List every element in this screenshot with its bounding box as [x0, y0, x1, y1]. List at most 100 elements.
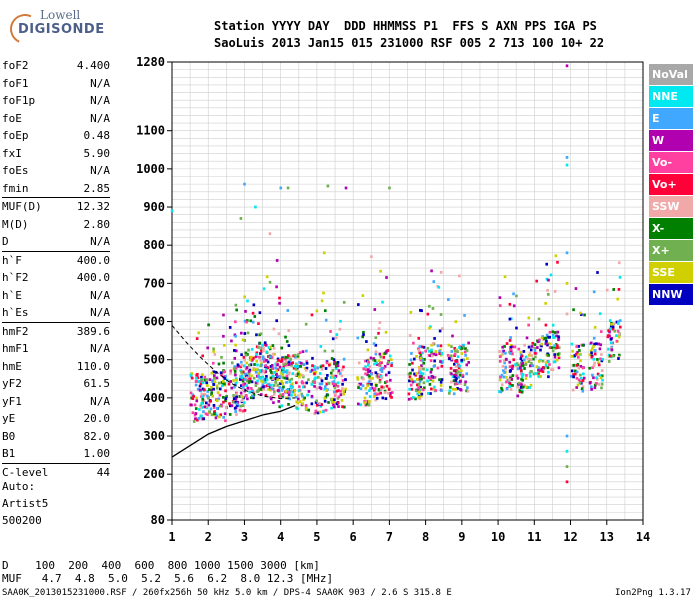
- echo-point: [336, 364, 340, 368]
- echo-point: [449, 385, 452, 389]
- echo-point: [427, 349, 431, 353]
- echo-point: [223, 382, 226, 386]
- echo-point: [436, 366, 440, 370]
- echo-point: [357, 361, 361, 365]
- echo-point: [385, 384, 389, 388]
- echo-point: [578, 349, 581, 352]
- echo-point: [245, 384, 248, 387]
- echo-point: [412, 341, 415, 345]
- legend-item: SSW: [649, 196, 693, 217]
- echo-point: [592, 357, 596, 361]
- echo-point: [616, 329, 620, 333]
- echo-point: [615, 320, 619, 324]
- legend: NoVal NNE E W Vo- Vo+ SSW X- X+ SSE NNW: [649, 64, 693, 306]
- echo-point: [388, 354, 392, 358]
- echo-point: [235, 395, 238, 399]
- echo-point: [519, 357, 523, 361]
- echo-point: [598, 347, 602, 351]
- echo-point: [383, 391, 387, 394]
- echo-point: [527, 360, 531, 363]
- echo-point: [294, 367, 298, 371]
- echo-point: [594, 383, 597, 387]
- echo-point-sparse: [428, 304, 431, 308]
- echo-point: [201, 354, 205, 358]
- echo-point: [282, 370, 285, 374]
- echo-point: [429, 359, 433, 363]
- echo-point: [508, 378, 511, 382]
- echo-point: [408, 363, 411, 366]
- echo-point-sparse: [239, 217, 243, 220]
- echo-point: [224, 406, 228, 410]
- echo-point: [258, 355, 261, 359]
- param-label: fxI: [2, 146, 22, 160]
- echo-point: [332, 384, 336, 387]
- param-row: C-level 44: [2, 464, 110, 482]
- logo-bottom-text: DIGISONDE: [18, 22, 105, 37]
- echo-point: [519, 350, 523, 354]
- echo-point: [275, 285, 278, 289]
- echo-point: [359, 403, 362, 407]
- echo-point: [579, 376, 583, 380]
- echo-point: [257, 371, 261, 375]
- echo-point: [264, 380, 267, 384]
- echo-point: [578, 381, 582, 385]
- echo-point: [556, 260, 559, 264]
- echo-point: [282, 367, 285, 370]
- echo-point: [374, 352, 378, 356]
- echo-point: [520, 390, 524, 394]
- x-tick-label: 6: [350, 530, 357, 544]
- echo-point: [366, 384, 370, 388]
- echo-point: [601, 378, 604, 382]
- echo-point: [618, 275, 622, 279]
- echo-point: [330, 406, 333, 410]
- echo-point: [551, 333, 555, 337]
- echo-point: [258, 341, 262, 345]
- echo-point: [377, 327, 381, 331]
- echo-point: [503, 371, 506, 374]
- echo-point: [257, 387, 261, 391]
- echo-point: [505, 342, 509, 345]
- param-label: B0: [2, 429, 16, 443]
- echo-point: [501, 345, 504, 349]
- echo-point: [356, 402, 360, 406]
- echo-point: [333, 376, 337, 380]
- echo-point: [434, 353, 438, 357]
- echo-point: [408, 379, 411, 383]
- echo-point: [305, 381, 308, 385]
- echo-point: [326, 374, 329, 377]
- echo-point: [577, 378, 581, 382]
- echo-point: [284, 363, 288, 367]
- echo-point: [239, 365, 243, 369]
- echo-point: [575, 386, 579, 389]
- echo-point: [224, 399, 227, 403]
- echo-point: [325, 382, 329, 386]
- echo-point: [291, 372, 295, 375]
- echo-point: [281, 382, 285, 385]
- echo-point: [453, 375, 457, 379]
- echo-point: [235, 392, 239, 396]
- echo-point: [250, 380, 254, 384]
- echo-point: [294, 381, 298, 385]
- param-value: 2.85: [83, 181, 111, 195]
- echo-point: [204, 412, 208, 416]
- echo-point: [250, 389, 254, 393]
- echo-point: [318, 372, 322, 375]
- echo-point: [518, 366, 522, 369]
- echo-point: [224, 419, 227, 423]
- echo-point: [268, 345, 272, 349]
- echo-point: [361, 335, 364, 339]
- echo-point: [597, 383, 601, 386]
- echo-point: [368, 395, 372, 399]
- param-row: h`E N/A: [2, 287, 110, 305]
- echo-point: [322, 291, 325, 295]
- header-line-2: SaoLuis 2013 Jan15 015 231000 RSF 005 2 …: [214, 36, 605, 50]
- echo-point: [410, 352, 413, 355]
- legend-item: X-: [649, 218, 693, 239]
- echo-point: [296, 353, 300, 357]
- echo-point: [247, 363, 251, 367]
- echo-point: [550, 346, 554, 350]
- echo-point: [412, 396, 415, 399]
- echo-point-sparse: [565, 251, 569, 255]
- echo-point: [305, 360, 308, 364]
- echo-point: [284, 355, 287, 359]
